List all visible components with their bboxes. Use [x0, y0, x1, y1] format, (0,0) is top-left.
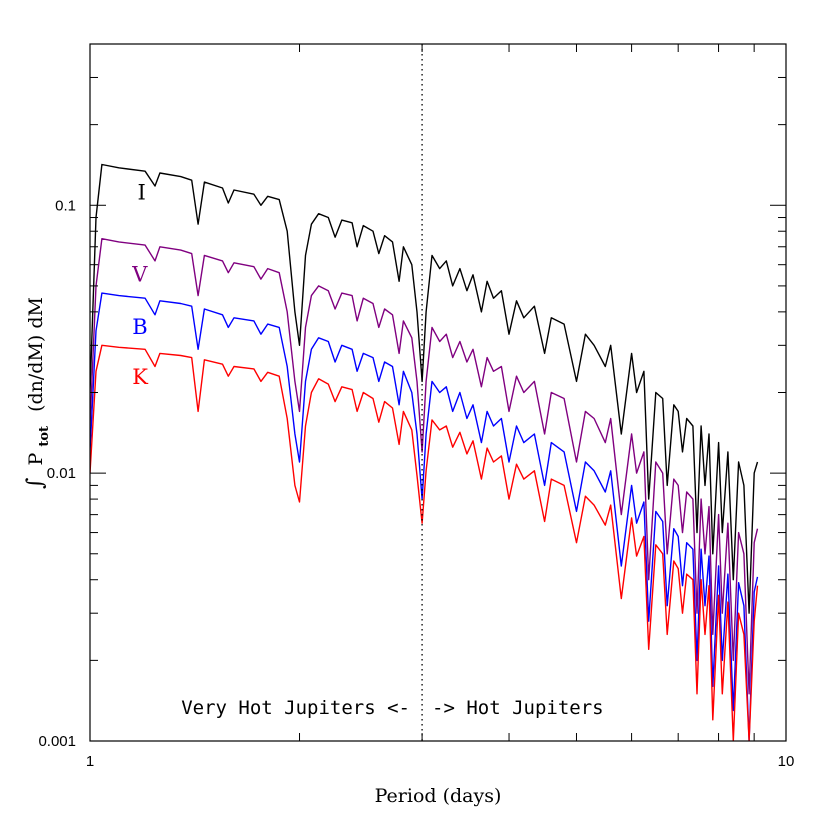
- annotation-left: Very Hot Jupiters <-: [181, 697, 410, 719]
- y-tick-label: 0.001: [38, 733, 76, 750]
- plot-frame: [89, 43, 787, 742]
- y-tick-label: 0.1: [55, 197, 76, 214]
- series-layer: [90, 163, 759, 741]
- svg-text:∫ P tot (dn/: ∫ P tot (dn/dM) dM: [23, 297, 53, 489]
- annotation-right: -> Hot Jupiters: [432, 697, 604, 719]
- series-line-v: [90, 238, 759, 695]
- x-tick-label: 10: [778, 753, 795, 770]
- series-label-k: K: [132, 365, 148, 389]
- x-axis-label: Period (days): [375, 785, 502, 807]
- series-label-i: I: [137, 181, 145, 205]
- series-line-k: [90, 344, 759, 741]
- y-label-rest: (dn/dM) dM: [25, 297, 47, 412]
- series-line-i: [90, 163, 759, 614]
- y-tick-label: 0.01: [47, 465, 76, 482]
- tick-layer: 1 10 0.001 0.01 0.1: [38, 44, 794, 770]
- series-label-v: V: [131, 262, 148, 286]
- series-line-b: [90, 292, 759, 741]
- y-label-subscript: tot: [37, 426, 52, 447]
- y-axis-label: ∫ P tot (dn/dM) dM: [23, 297, 53, 489]
- x-tick-label: 1: [86, 753, 94, 770]
- y-label-integral: ∫: [23, 477, 48, 489]
- series-label-b: B: [132, 315, 147, 339]
- y-label-p: P: [25, 452, 47, 465]
